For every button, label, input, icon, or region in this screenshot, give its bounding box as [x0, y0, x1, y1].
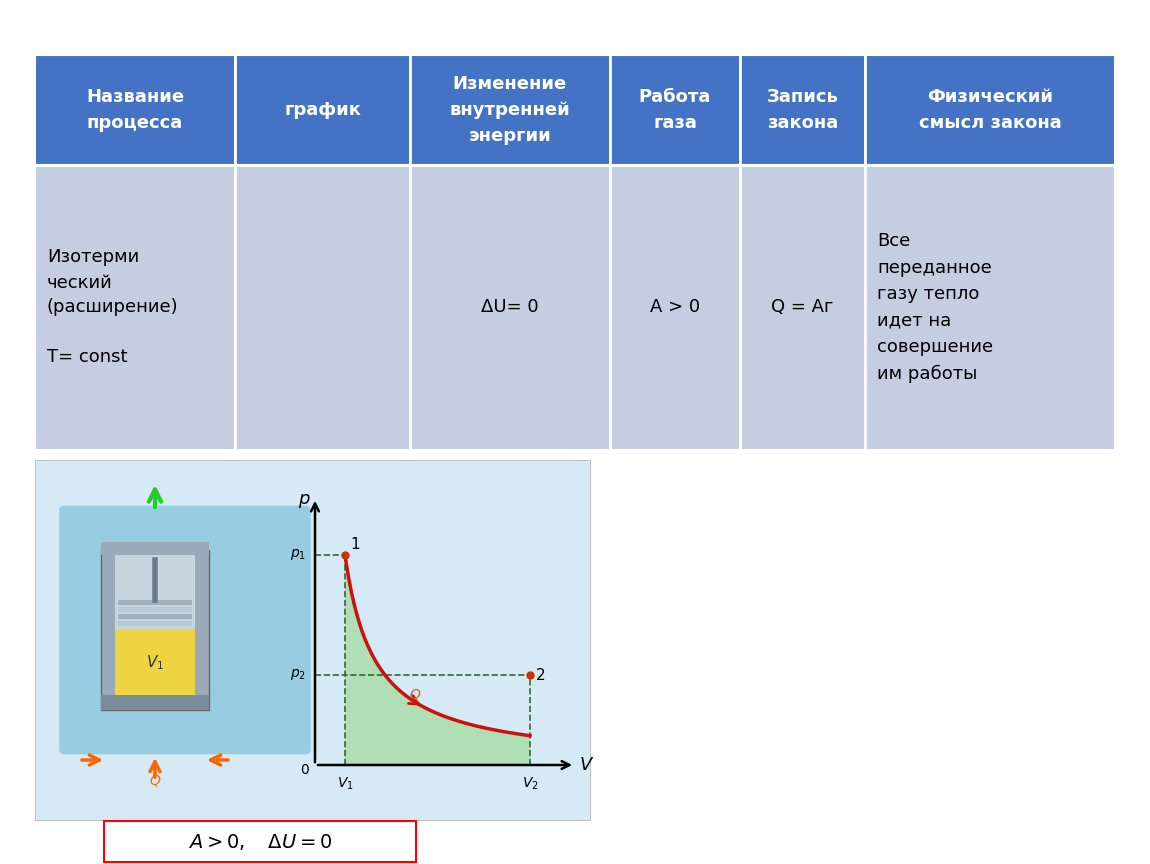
Text: график: график — [284, 101, 361, 119]
FancyBboxPatch shape — [34, 460, 590, 820]
Text: $p_2$: $p_2$ — [290, 668, 306, 683]
Text: $V_1$: $V_1$ — [337, 775, 353, 791]
FancyBboxPatch shape — [101, 542, 209, 555]
FancyBboxPatch shape — [118, 600, 192, 605]
FancyBboxPatch shape — [411, 166, 610, 449]
FancyBboxPatch shape — [118, 614, 192, 619]
FancyBboxPatch shape — [101, 550, 209, 710]
FancyBboxPatch shape — [60, 505, 310, 754]
Text: Все
переданное
газу тепло
идет на
совершение
им работы: Все переданное газу тепло идет на соверш… — [877, 232, 994, 383]
FancyBboxPatch shape — [741, 166, 864, 449]
FancyBboxPatch shape — [236, 166, 409, 449]
FancyBboxPatch shape — [611, 166, 739, 449]
Text: 1: 1 — [351, 537, 360, 551]
Text: A > 0: A > 0 — [650, 298, 700, 316]
FancyBboxPatch shape — [105, 821, 416, 862]
FancyBboxPatch shape — [236, 56, 409, 164]
Text: ΔU= 0: ΔU= 0 — [481, 298, 539, 316]
Text: $V_1$: $V_1$ — [146, 653, 164, 672]
FancyBboxPatch shape — [118, 607, 192, 612]
Text: 0: 0 — [300, 763, 309, 777]
FancyBboxPatch shape — [741, 56, 864, 164]
Text: Изотерми
ческий
(расширение)

Т= const: Изотерми ческий (расширение) Т= const — [47, 249, 178, 366]
FancyBboxPatch shape — [115, 550, 196, 710]
Polygon shape — [345, 555, 530, 765]
Text: $p_1$: $p_1$ — [290, 548, 306, 562]
FancyBboxPatch shape — [118, 621, 192, 626]
Text: Q: Q — [409, 687, 420, 702]
FancyBboxPatch shape — [36, 56, 233, 164]
Text: Запись
закона: Запись закона — [767, 88, 838, 132]
FancyBboxPatch shape — [866, 56, 1114, 164]
FancyBboxPatch shape — [411, 56, 610, 164]
FancyBboxPatch shape — [101, 695, 209, 710]
Text: Работа
газа: Работа газа — [638, 88, 711, 132]
Text: 2: 2 — [536, 668, 545, 683]
Text: V: V — [580, 756, 592, 774]
FancyBboxPatch shape — [36, 166, 233, 449]
Text: Q = Aг: Q = Aг — [772, 298, 834, 316]
Text: Название
процесса: Название процесса — [86, 88, 184, 132]
Text: Q: Q — [150, 774, 161, 788]
FancyBboxPatch shape — [611, 56, 739, 164]
FancyBboxPatch shape — [866, 166, 1114, 449]
Text: $A > 0, \quad \Delta U = 0$: $A > 0, \quad \Delta U = 0$ — [187, 831, 332, 852]
FancyBboxPatch shape — [115, 630, 196, 695]
Text: Изменение
внутренней
энергии: Изменение внутренней энергии — [450, 74, 570, 145]
Text: p: p — [298, 490, 309, 508]
Text: Физический
смысл закона: Физический смысл закона — [919, 88, 1061, 132]
Text: $V_2$: $V_2$ — [522, 775, 538, 791]
